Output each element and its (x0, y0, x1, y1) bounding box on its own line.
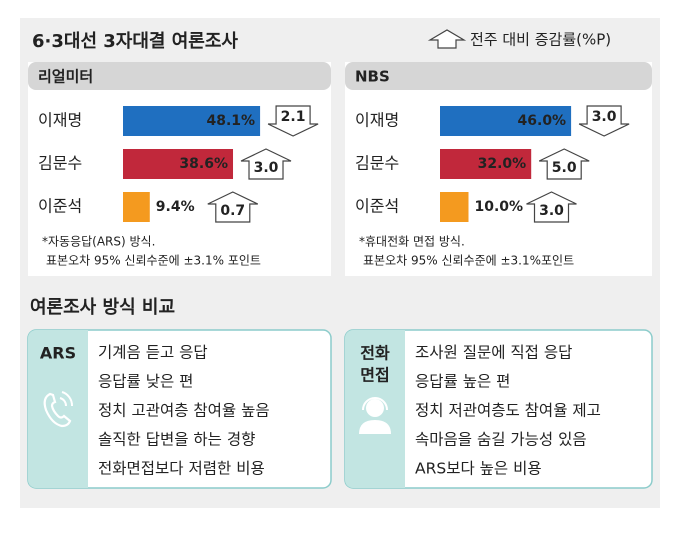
change-label: 3.0 (539, 203, 564, 219)
method-label: ARS (40, 344, 76, 363)
method-item: 속마음을 숨길 가능성 있음 (415, 431, 587, 449)
method-item: 정치 저관여층도 참여율 제고 (415, 402, 601, 420)
category-label: 김문수 (355, 154, 399, 173)
change-label: 3.0 (592, 109, 617, 125)
change-arrow (538, 148, 590, 180)
change-label: 3.0 (254, 160, 279, 176)
note: *휴대전화 면접 방식. (359, 235, 465, 249)
phone-icon (43, 392, 72, 428)
panel-header (28, 62, 331, 90)
value-label: 46.0% (518, 113, 567, 129)
bar (123, 192, 150, 222)
category-label: 이재명 (38, 111, 82, 130)
bar (440, 192, 469, 222)
method-item: 전화면접보다 저렴한 비용 (98, 460, 265, 478)
category-label: 이준석 (355, 197, 399, 216)
comparison-title: 여론조사 방식 비교 (30, 297, 175, 318)
change-arrow (207, 191, 259, 223)
value-label: 48.1% (207, 113, 256, 129)
legend-icon (427, 29, 467, 49)
panel-header (345, 62, 652, 90)
value-label: 38.6% (179, 156, 228, 172)
method-item: ARS보다 높은 비용 (415, 460, 542, 478)
bar (123, 106, 261, 136)
change-label: 0.7 (220, 203, 245, 219)
change-arrow (267, 105, 319, 137)
note: *자동응답(ARS) 방식. (42, 235, 155, 249)
note: 표본오차 95% 신뢰수준에 ±3.1% 포인트 (46, 254, 261, 268)
panel-title: 리얼미터 (38, 68, 93, 86)
method-label: 전화 (360, 344, 390, 363)
bar (123, 149, 234, 179)
method-item: 솔직한 답변을 하는 경향 (98, 431, 255, 449)
value-label: 9.4% (156, 199, 195, 215)
legend: 전주 대비 증감률(%P) (470, 31, 611, 49)
method-label: 면접 (360, 366, 389, 385)
panel-title: NBS (355, 68, 390, 86)
value-label: 32.0% (478, 156, 527, 172)
change-label: 5.0 (552, 160, 577, 176)
category-label: 이준석 (38, 197, 82, 216)
change-arrow (240, 148, 292, 180)
bar (440, 149, 532, 179)
value-label: 10.0% (475, 199, 524, 215)
method-item: 조사원 질문에 직접 응답 (415, 344, 572, 362)
person-body (359, 420, 391, 434)
person-head (366, 399, 384, 417)
change-arrow (578, 105, 630, 137)
headset (362, 397, 388, 411)
phone-waves (59, 391, 73, 407)
change-label: 2.1 (281, 109, 306, 125)
bar (440, 106, 572, 136)
method-item: 응답률 높은 편 (415, 373, 510, 391)
method-item: 기계음 듣고 응답 (98, 344, 208, 362)
category-label: 이재명 (355, 111, 399, 130)
title: 6·3대선 3자대결 여론조사 (32, 31, 238, 52)
category-label: 김문수 (38, 154, 82, 173)
change-arrow (526, 191, 577, 223)
method-item: 응답률 낮은 편 (98, 373, 193, 391)
method-item: 정치 고관여층 참여율 높음 (98, 402, 270, 420)
note: 표본오차 95% 신뢰수준에 ±3.1%포인트 (363, 254, 574, 268)
method-label-bg (28, 330, 88, 488)
